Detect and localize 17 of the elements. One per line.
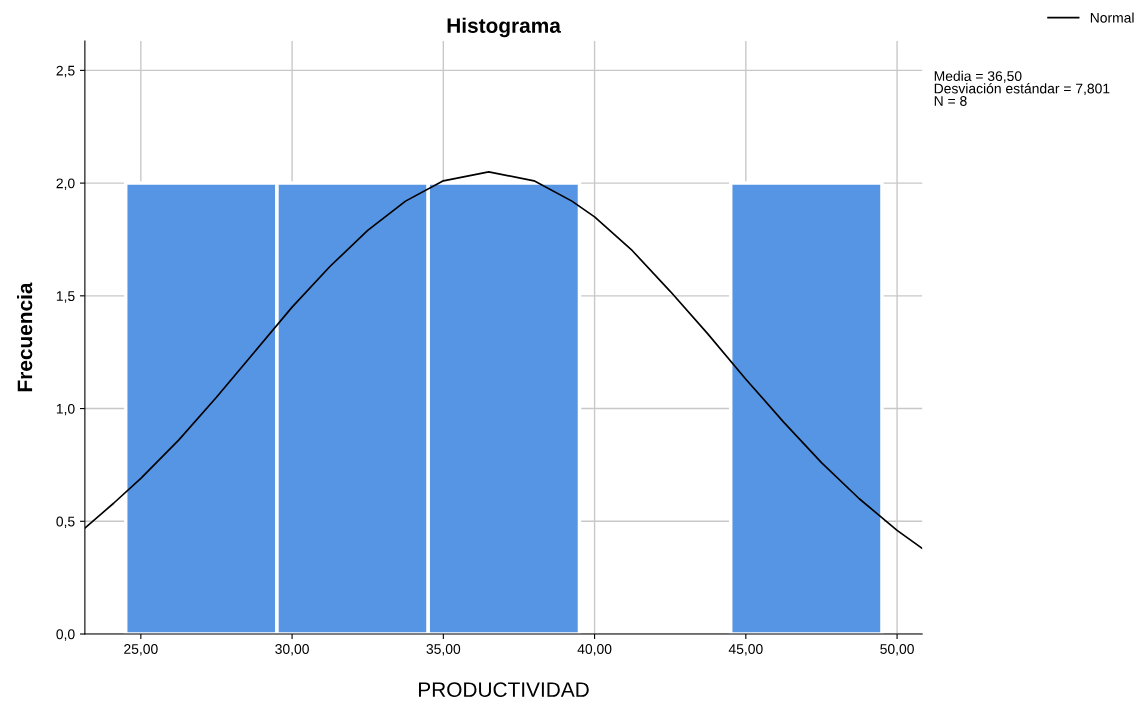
x-axis-title: PRODUCTIVIDAD	[419, 682, 589, 697]
x-tick-label: 30,00	[275, 644, 309, 656]
text: Media = 36,50 Desviación estándar = 7,801 N = 8	[934, 70, 1110, 106]
x-tick-label: 40,00	[577, 644, 612, 656]
x-tick-label: 50,00	[880, 644, 914, 656]
x-tick-label: 35,00	[426, 644, 461, 656]
y-axis-title: Frecuencia	[16, 282, 33, 392]
chart-title: Histograma	[447, 17, 561, 38]
y-tick-label: 1,0	[56, 403, 75, 416]
y-tick-label: 1,5	[56, 291, 75, 303]
y-tick-label: 2,5	[56, 65, 75, 78]
x-tick-label: 45,00	[728, 644, 763, 656]
x-tick-label: 25,00	[124, 644, 158, 656]
y-tick-label: 0,5	[56, 516, 75, 529]
y-tick-label: 0,0	[56, 629, 75, 641]
y-tick-label: 2,0	[56, 178, 75, 190]
legend-label: Normal	[1090, 12, 1134, 23]
